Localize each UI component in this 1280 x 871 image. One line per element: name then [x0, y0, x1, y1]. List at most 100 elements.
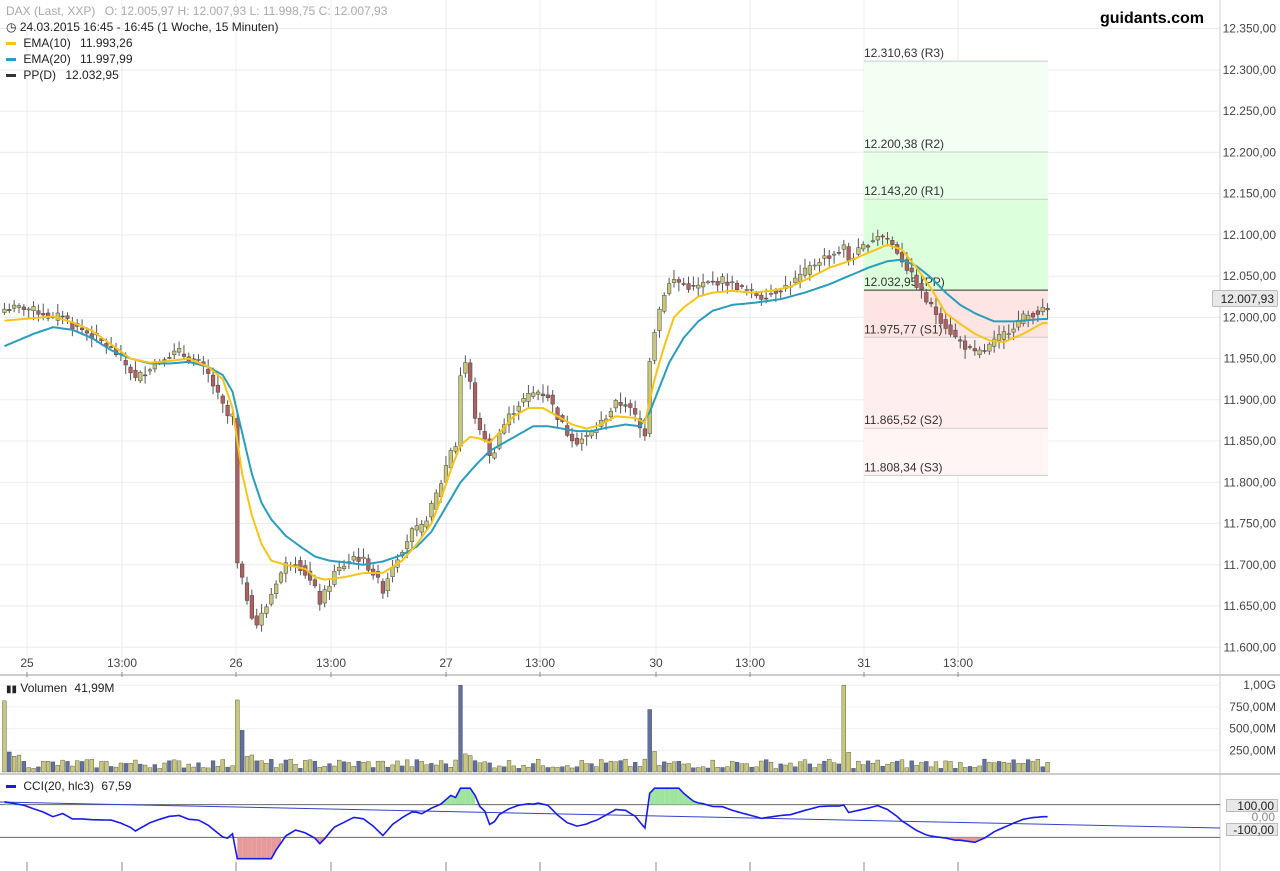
volume-bar	[967, 766, 973, 773]
candle-body	[739, 285, 744, 287]
candle-body	[987, 343, 992, 352]
ema10-swatch-icon	[6, 42, 16, 46]
volume-bar	[671, 761, 677, 773]
volume-bar	[138, 763, 143, 773]
candle-body	[662, 294, 667, 312]
volume-bar	[220, 759, 225, 773]
cci-overbought-fill	[659, 788, 665, 805]
volume-bar	[79, 761, 85, 773]
candle-body	[453, 446, 458, 452]
candle-body	[618, 402, 623, 406]
cci-line	[4, 787, 1048, 860]
candle-body	[133, 369, 138, 378]
volume-bar	[70, 765, 75, 773]
brand-logo: guidants.com	[1099, 10, 1204, 27]
volume-bar	[332, 765, 337, 773]
pivot-label-s1: 11.975,77 (S1)	[864, 322, 943, 336]
candle-body	[764, 297, 769, 300]
candle-body	[492, 452, 497, 459]
vol-tick-label: 1,00G	[1243, 678, 1276, 692]
candle-body	[356, 556, 361, 562]
volume-bar	[1040, 766, 1045, 773]
volume-bar	[768, 761, 774, 773]
volume-bar	[773, 768, 778, 773]
candle-body	[249, 595, 254, 619]
volume-bar	[380, 760, 385, 773]
ema20-legend[interactable]: EMA(20) 11.997,99	[6, 52, 133, 66]
last-price-tag: 12.007,93	[1212, 290, 1278, 307]
x-tick-label: 13:00	[525, 656, 555, 670]
volume-bar	[817, 763, 822, 773]
volume-bar	[1001, 762, 1007, 773]
candle-body	[608, 411, 613, 418]
candle-body	[768, 293, 774, 295]
volume-bar	[657, 765, 662, 773]
candle-body	[521, 397, 526, 403]
candle-body	[463, 362, 468, 374]
volume-bar	[36, 766, 41, 773]
volume-bar	[1026, 759, 1031, 773]
volume-bar	[977, 765, 982, 773]
ema10-legend[interactable]: EMA(10) 11.993,26	[6, 36, 133, 50]
candle-body	[924, 292, 929, 303]
cci-oversold-fill	[251, 837, 257, 859]
candle-body	[84, 330, 89, 334]
candle-body	[322, 589, 327, 604]
cci-swatch-icon	[6, 785, 16, 789]
volume-bar	[642, 758, 647, 773]
volume-bar	[477, 762, 483, 773]
volume-bar	[885, 763, 890, 773]
volume-value: 41,99M	[74, 681, 115, 695]
candle-body	[802, 267, 808, 276]
ema10-value: 11.993,26	[80, 36, 133, 50]
volume-bar	[400, 765, 405, 773]
y-tick-label: 11.900,00	[1224, 393, 1277, 407]
candle-body	[793, 277, 798, 284]
candle-body	[671, 279, 677, 283]
volume-bar	[521, 765, 526, 773]
cci-oversold-fill	[242, 837, 248, 859]
candle-body	[938, 313, 943, 324]
candle-body	[579, 438, 584, 444]
candle-body	[65, 315, 70, 319]
cci-level-minus100-tag: -100,00	[1226, 823, 1278, 837]
candle-body	[861, 244, 866, 250]
volume-bar	[424, 764, 429, 773]
volume-bar	[395, 760, 400, 773]
volume-bar	[933, 761, 939, 773]
candle-body	[943, 319, 948, 329]
volume-bar	[647, 709, 652, 773]
volume-bar	[569, 767, 575, 773]
candle-body	[487, 438, 492, 456]
volume-bar	[739, 763, 745, 773]
y-tick-label: 11.750,00	[1224, 517, 1277, 531]
volume-bar	[346, 762, 352, 773]
volume-bar	[914, 764, 919, 773]
candle-body	[167, 357, 172, 359]
pp-label: PP(D)	[23, 68, 57, 82]
candle-body	[681, 283, 686, 285]
candle-body	[327, 585, 332, 592]
candle-body	[633, 408, 638, 415]
pp-legend[interactable]: PP(D) 12.032,95	[6, 68, 119, 82]
volume-bar	[327, 763, 332, 773]
volume-bar	[754, 766, 759, 773]
candle-body	[657, 308, 662, 331]
candle-body	[341, 565, 347, 569]
candle-body	[375, 571, 381, 578]
volume-bar	[31, 768, 36, 773]
candle-body	[429, 503, 434, 518]
y-tick-label: 12.300,00	[1223, 63, 1277, 77]
volume-bar	[744, 763, 749, 773]
pivot-label-r3: 12.310,63 (R3)	[864, 46, 944, 60]
candle-body	[259, 612, 264, 626]
cci-legend[interactable]: CCI(20, hlc3) 67,59	[6, 779, 131, 793]
y-tick-label: 12.350,00	[1223, 22, 1277, 36]
volume-bar	[414, 759, 419, 773]
volume-bar	[696, 767, 701, 773]
candle-body	[1030, 313, 1036, 318]
volume-legend[interactable]: ▮▮ Volumen 41,99M	[6, 681, 114, 697]
candle-body	[414, 525, 419, 531]
volume-bar	[996, 761, 1002, 773]
volume-bar	[390, 764, 395, 773]
